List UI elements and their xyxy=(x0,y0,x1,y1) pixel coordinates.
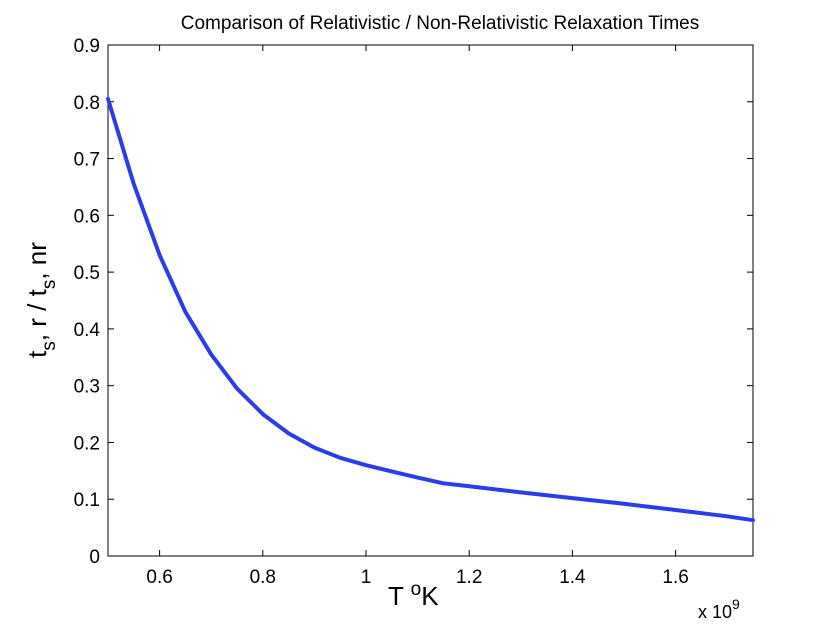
x-axis-multiplier-base: x 10 xyxy=(698,602,732,622)
plot-area xyxy=(107,44,754,557)
y-tick-label: 0.7 xyxy=(74,150,100,171)
y-tick-label: 0.2 xyxy=(74,433,100,454)
y-axis-label-part2: , r / t xyxy=(22,288,52,341)
y-axis-label-sub2: s xyxy=(39,280,60,290)
x-axis-label-sup: o xyxy=(411,579,422,600)
x-tick-label: 1.6 xyxy=(662,567,688,588)
x-tick-label: 1 xyxy=(361,567,372,588)
y-axis-tick-labels: 0 0.1 0.2 0.3 0.4 0.5 0.6 0.7 0.8 0.9 xyxy=(74,36,101,568)
y-tick-label: 0.3 xyxy=(74,377,100,398)
y-tick-label: 0.8 xyxy=(74,93,100,114)
y-tick-label: 0.5 xyxy=(74,263,100,284)
x-tick-label: 1.4 xyxy=(559,567,586,588)
x-axis-label-main: T xyxy=(388,581,411,611)
x-axis-label-tail: K xyxy=(421,581,439,611)
chart-title: Comparison of Relativistic / Non-Relativ… xyxy=(181,13,699,34)
x-tick-label: 0.8 xyxy=(250,567,276,588)
y-axis-label-part3: , nr xyxy=(22,242,52,280)
y-axis-label-part1: t xyxy=(22,350,52,358)
y-axis-label-sub1: s xyxy=(39,341,60,351)
x-axis-label: T oK xyxy=(388,579,439,611)
y-axis-label: ts, r / ts, nr xyxy=(22,242,60,358)
y-tick-label: 0 xyxy=(89,547,100,568)
axis-ticks xyxy=(108,44,753,557)
x-axis-tick-labels: 0.6 0.8 1 1.2 1.4 1.6 xyxy=(146,567,688,588)
series-layer xyxy=(106,96,755,523)
y-tick-label: 0.4 xyxy=(74,320,101,341)
x-tick-label: 0.6 xyxy=(146,567,172,588)
y-tick-label: 0.1 xyxy=(74,490,100,511)
x-tick-label: 1.2 xyxy=(456,567,482,588)
y-tick-label: 0.9 xyxy=(74,36,100,57)
x-axis-multiplier: x 109 xyxy=(698,596,740,622)
series-line xyxy=(106,96,755,523)
y-tick-label: 0.6 xyxy=(74,206,100,227)
x-axis-multiplier-exponent: 9 xyxy=(732,596,740,612)
